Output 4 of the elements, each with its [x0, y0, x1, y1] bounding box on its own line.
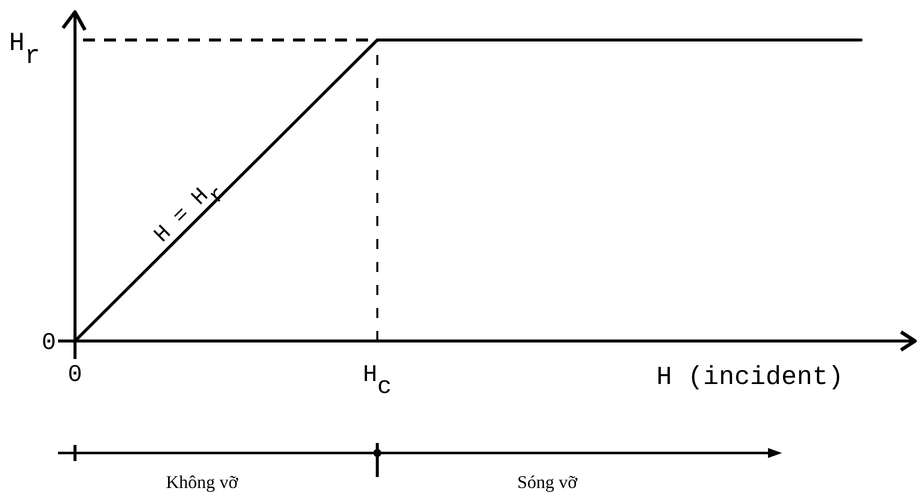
text: Sóng vỡ [517, 472, 578, 492]
text: Không vỡ [166, 472, 238, 492]
x-axis-title: H (incident) [656, 362, 844, 392]
annotation: 0 [42, 330, 56, 357]
